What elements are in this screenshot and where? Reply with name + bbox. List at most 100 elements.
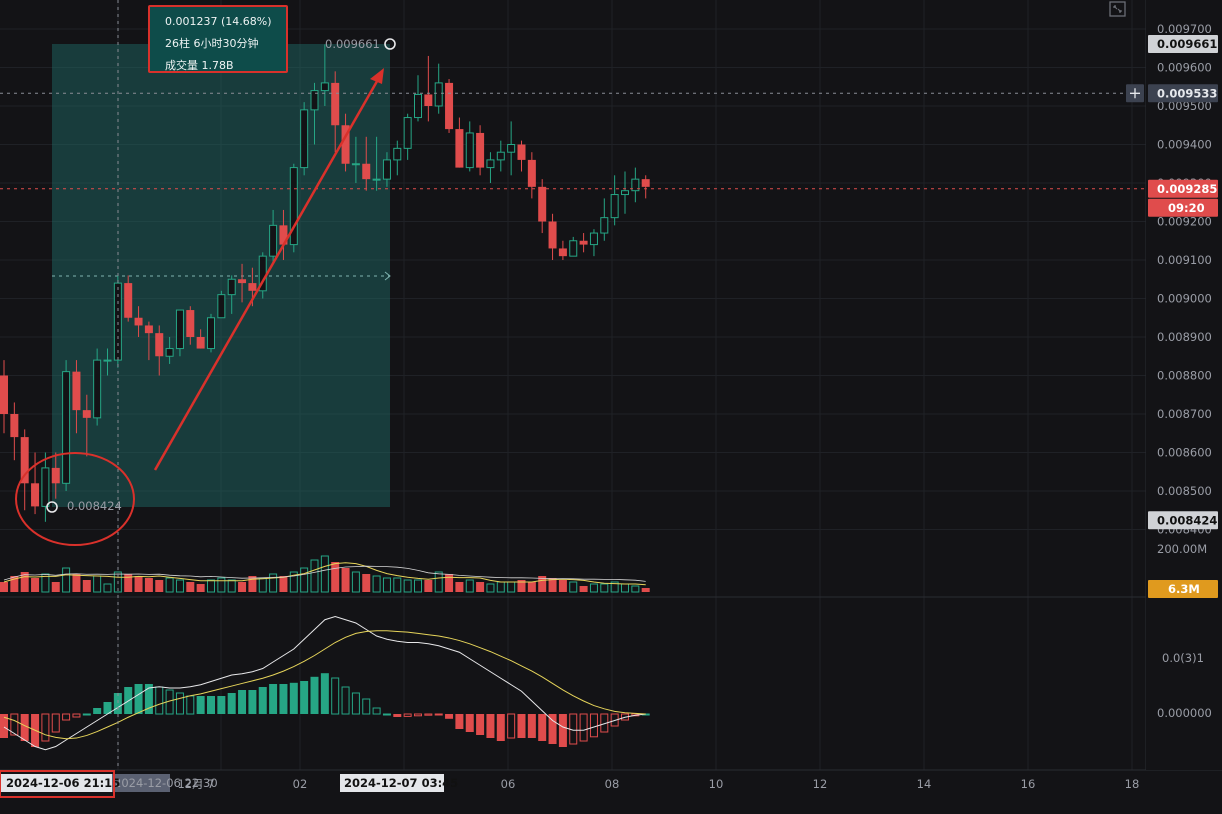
volume-bar: [434, 571, 443, 593]
candle-body: [279, 225, 288, 245]
candle-body: [372, 178, 381, 181]
candle-body: [434, 82, 443, 107]
measurement-tooltip: 0.001237 (14.68%) 26柱 6小时30分钟 成交量 1.78B: [148, 5, 288, 73]
volume-bar: [103, 583, 112, 593]
volume-bar: [93, 575, 102, 593]
crosshair-time-label: 2024-12-06 21:15: [6, 776, 120, 790]
price-tag: [1148, 35, 1218, 54]
candle-body: [341, 125, 350, 164]
macd-bar: [455, 714, 464, 729]
macd-bar: [41, 713, 50, 742]
volume-bar: [155, 580, 164, 592]
volume-bar: [51, 582, 60, 592]
candle-body: [165, 348, 174, 357]
macd-bar: [20, 714, 29, 741]
candle-body: [269, 224, 278, 257]
volume-bar: [165, 577, 174, 593]
trend-arrow: [153, 75, 382, 471]
candle-body: [424, 94, 433, 106]
volume-bar: [175, 579, 184, 593]
candle-body: [362, 163, 371, 180]
candle-body: [351, 163, 360, 166]
price-tick: 0.009700: [1157, 22, 1212, 36]
macd-bar: [207, 696, 215, 714]
macd-bar: [238, 690, 247, 714]
crosshair-time-label: 2024-12-07 03:45: [344, 776, 458, 790]
volume-bar: [517, 580, 526, 592]
volume-bar: [258, 577, 267, 593]
price-tick: 0.008800: [1157, 369, 1212, 383]
volume-bar: [227, 579, 236, 593]
crosshair-time-bg: [0, 774, 112, 792]
candle-body: [93, 359, 102, 419]
volume-bar: [600, 583, 609, 593]
volume-bar: [465, 579, 474, 593]
volume-bar: [641, 588, 650, 592]
macd-bar: [341, 686, 350, 715]
fullscreen-icon[interactable]: [1108, 0, 1128, 18]
macd-bar: [103, 702, 112, 714]
candle-body: [248, 283, 257, 291]
macd-tick: 0.000000: [1157, 706, 1212, 720]
macd-bar: [227, 693, 236, 714]
candle-body: [238, 279, 247, 284]
time-tick: 16: [1021, 777, 1036, 791]
volume-bar: [31, 578, 40, 592]
macd-bar: [424, 713, 433, 716]
candle-body: [641, 179, 650, 187]
candle-body: [527, 159, 536, 187]
volume-bar: [589, 583, 598, 593]
macd-bar: [279, 684, 288, 714]
candle-body: [455, 129, 464, 168]
volume-tick: 200.00M: [1157, 542, 1207, 556]
volume-bar: [414, 579, 422, 593]
volume-bar: [72, 574, 81, 592]
price-tag-label: 0.009533: [1157, 86, 1217, 100]
candle-body: [31, 483, 40, 507]
volume-bar: [310, 559, 319, 593]
macd-dif-line: [3, 615, 646, 751]
candle-body: [486, 159, 495, 169]
candle-body: [548, 221, 557, 249]
time-tick: 02: [293, 777, 308, 791]
volume-bar: [62, 567, 71, 593]
macd-bar: [486, 714, 495, 738]
macd-bar: [217, 696, 226, 714]
candle-body: [393, 147, 402, 161]
volume-bar: [538, 576, 547, 592]
time-tick: 18: [1125, 777, 1140, 791]
price-tag-label: 0.009285: [1157, 182, 1217, 196]
volume-bar: [217, 577, 226, 593]
volume-bar: [631, 585, 640, 593]
high-marker: [384, 38, 396, 50]
price-tick: 0.009500: [1157, 99, 1212, 113]
price-tick: 0.009400: [1157, 138, 1212, 152]
macd-tick: 0.0(3)1: [1162, 651, 1204, 665]
countdown-tag: [1148, 198, 1218, 217]
candle-body: [403, 117, 412, 149]
crosshair-time-label: 2024-12-06 22:30: [114, 776, 218, 790]
macd-dea-line: [3, 630, 646, 740]
candle-body: [465, 132, 474, 169]
macd-bar: [186, 695, 195, 715]
price-tick: 0.009100: [1157, 253, 1212, 267]
candle-body: [155, 333, 164, 357]
price-tag: [1148, 511, 1218, 530]
price-tick: 0.008900: [1157, 330, 1212, 344]
candle-body: [72, 371, 81, 411]
volume-bar: [82, 580, 91, 592]
measurement-change: 0.001237 (14.68%): [165, 15, 272, 28]
price-axis-bg: [1146, 0, 1222, 770]
macd-bar: [507, 713, 516, 739]
volume-bar: [372, 575, 381, 593]
macd-bar: [155, 686, 164, 715]
candle-body: [289, 167, 298, 246]
volume-tag-label: 6.3M: [1168, 582, 1200, 596]
volume-bar: [527, 582, 536, 592]
macd-bar: [558, 714, 567, 747]
macd-bar: [476, 714, 485, 735]
volume-bar: [351, 571, 360, 593]
time-tick: 12月 7: [177, 777, 214, 791]
volume-bar: [579, 586, 588, 592]
